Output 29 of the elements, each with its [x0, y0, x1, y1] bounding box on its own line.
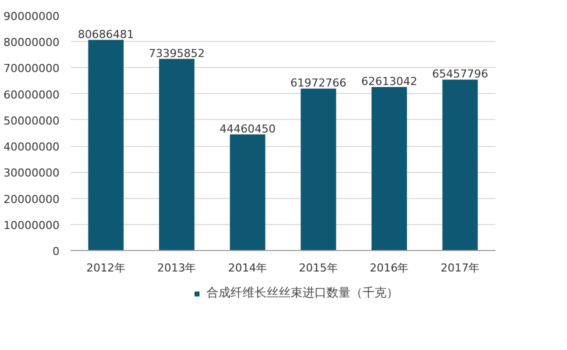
bar [300, 88, 336, 250]
data-label: 61972766 [290, 76, 346, 90]
bar [230, 134, 266, 250]
y-tick-label: 0 [52, 245, 60, 258]
y-tick-label: 80000000 [4, 36, 60, 50]
x-tick-label: 2017年 [440, 262, 480, 274]
y-tick-label: 30000000 [4, 166, 60, 180]
bar [159, 58, 194, 250]
x-tick-label: 2015年 [298, 262, 338, 274]
y-tick-label: 70000000 [4, 62, 60, 76]
y-tick-label: 10000000 [4, 218, 60, 232]
x-tick-label: 2012年 [86, 262, 126, 274]
bar [372, 87, 407, 250]
y-tick-label: 50000000 [4, 114, 60, 128]
data-label: 73395852 [148, 46, 205, 60]
x-tick-label: 2016年 [370, 262, 409, 274]
data-label: 44460450 [220, 122, 276, 136]
y-tick-label: 60000000 [4, 88, 60, 102]
y-tick-label: 20000000 [4, 192, 60, 206]
x-tick-label: 2013年 [157, 262, 196, 274]
y-tick-label: 40000000 [4, 140, 60, 154]
data-label: 80686481 [78, 28, 134, 41]
legend-label: 合成纤维长丝丝束进口数量（千克） [206, 284, 398, 302]
data-label: 62613042 [361, 75, 418, 88]
data-label: 65457796 [432, 68, 488, 81]
bar [442, 80, 478, 250]
bar [88, 40, 124, 250]
x-tick-label: 2014年 [228, 262, 268, 274]
y-tick-label: 90000000 [4, 10, 60, 23]
